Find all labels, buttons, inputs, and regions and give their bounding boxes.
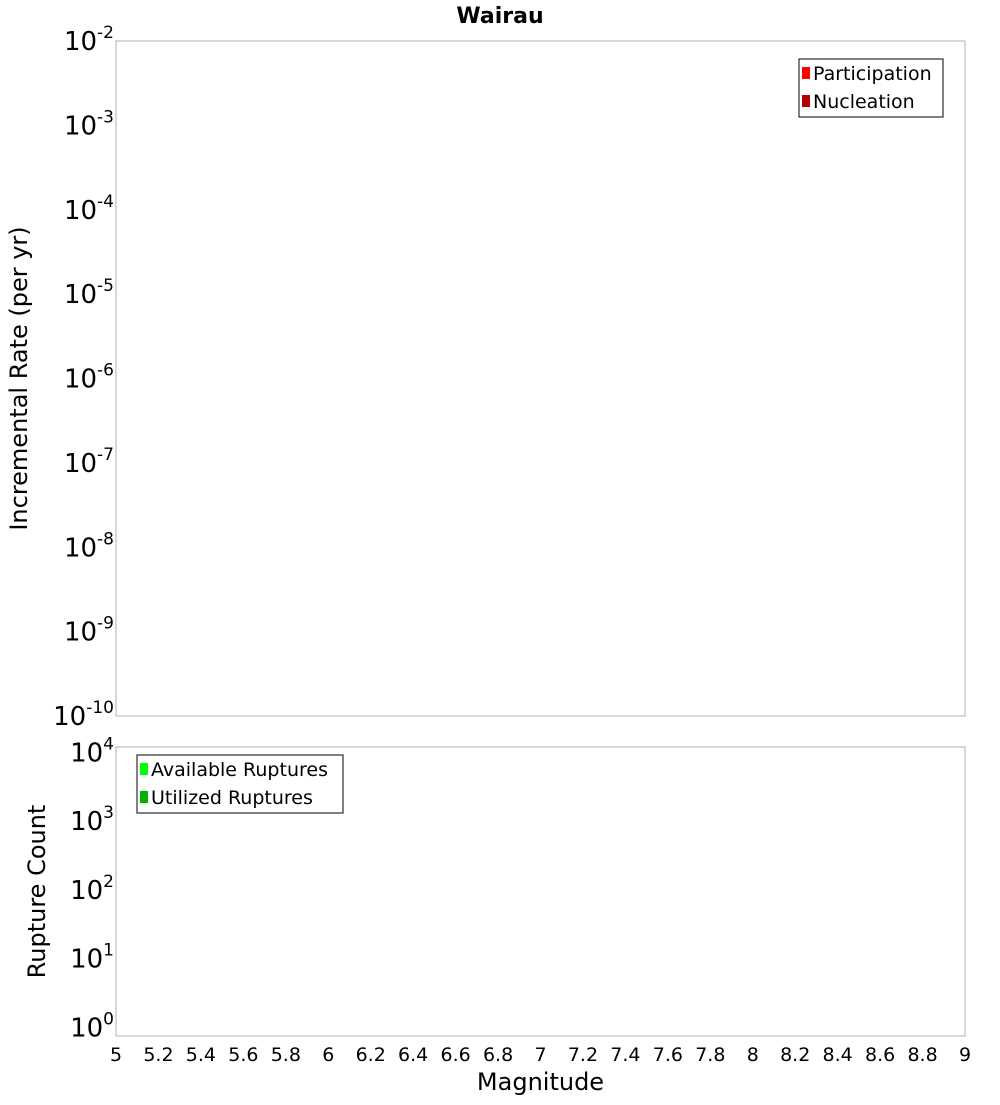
count-plot: 100 101 102 103 104 Rupture Count 5 5.2 5.4 5.6 5.… <box>23 734 971 1096</box>
rate-y-tick-label: 10-2 <box>64 23 114 57</box>
count-y-axis-label: Rupture Count <box>23 805 51 979</box>
rate-legend-swatch <box>802 67 810 79</box>
x-tick-label: 6.4 <box>398 1044 428 1066</box>
x-tick-label: 8.6 <box>865 1044 895 1066</box>
chart-title: Wairau <box>456 4 543 29</box>
rate-plot-border <box>115 40 966 717</box>
rate-y-tick-label: 10-4 <box>64 192 114 226</box>
count-y-tick-label: 100 <box>70 1009 114 1043</box>
rate-y-tick-label: 10-8 <box>64 529 114 563</box>
x-tick-label: 6.2 <box>356 1044 386 1066</box>
count-legend-box <box>136 754 344 814</box>
rate-legend-label: Nucleation <box>813 91 915 113</box>
x-ticks: 5 5.2 5.4 5.6 5.8 6 6.2 6.4 6.6 6.8 7 7.2 7.4 7.6 7.8 8… <box>110 1044 971 1066</box>
x-tick-label: 8.4 <box>823 1044 853 1066</box>
rate-legend: Participation Nucleation <box>798 58 944 118</box>
count-y-tick-label: 102 <box>70 872 114 906</box>
x-tick-label: 7.2 <box>568 1044 598 1066</box>
x-tick-label: 6 <box>322 1044 334 1066</box>
x-tick-label: 6.6 <box>440 1044 470 1066</box>
x-tick-label: 5 <box>110 1044 122 1066</box>
count-legend-swatch <box>140 791 148 803</box>
x-tick-label: 5.2 <box>143 1044 173 1066</box>
x-tick-label: 8 <box>747 1044 759 1066</box>
x-tick-label: 8.2 <box>780 1044 810 1066</box>
count-legend-label: Utilized Ruptures <box>151 787 313 809</box>
rate-plot: 10-10 10-9 10-8 10-7 10-6 10-5 10-4 10-3 10-2 Inc… <box>5 23 966 732</box>
x-tick-label: 7 <box>534 1044 546 1066</box>
rate-y-axis-label: Incremental Rate (per yr) <box>5 226 33 530</box>
count-y-tick-label: 103 <box>70 803 114 837</box>
rate-legend-label: Participation <box>813 63 932 85</box>
rate-y-tick-label: 10-7 <box>64 445 114 479</box>
rate-y-tick-label: 10-6 <box>64 361 114 395</box>
rate-y-tick-label: 10-10 <box>53 698 114 732</box>
x-tick-label: 9 <box>959 1044 971 1066</box>
rate-legend-swatch <box>802 95 810 107</box>
x-tick-label: 7.8 <box>695 1044 725 1066</box>
rate-legend-box <box>798 58 944 118</box>
x-tick-label: 5.6 <box>228 1044 258 1066</box>
x-tick-label: 7.4 <box>610 1044 640 1066</box>
x-tick-label: 8.8 <box>907 1044 937 1066</box>
rate-y-tick-label: 10-5 <box>64 276 114 310</box>
count-y-tick-label: 101 <box>70 941 114 975</box>
rate-y-tick-label: 10-3 <box>64 107 114 141</box>
x-tick-label: 6.8 <box>483 1044 513 1066</box>
count-legend: Available Ruptures Utilized Ruptures <box>136 754 344 814</box>
x-tick-label: 7.6 <box>653 1044 683 1066</box>
x-axis-label: Magnitude <box>477 1068 604 1096</box>
rate-y-tick-label: 10-9 <box>64 614 114 648</box>
count-legend-swatch <box>140 763 148 775</box>
x-tick-label: 5.4 <box>186 1044 216 1066</box>
count-legend-label: Available Ruptures <box>151 759 328 781</box>
count-y-ticks: 100 101 102 103 104 <box>70 734 114 1043</box>
count-y-tick-label: 104 <box>70 734 114 768</box>
x-tick-label: 5.8 <box>271 1044 301 1066</box>
rate-y-ticks: 10-10 10-9 10-8 10-7 10-6 10-5 10-4 10-3 10-2 <box>53 23 114 732</box>
